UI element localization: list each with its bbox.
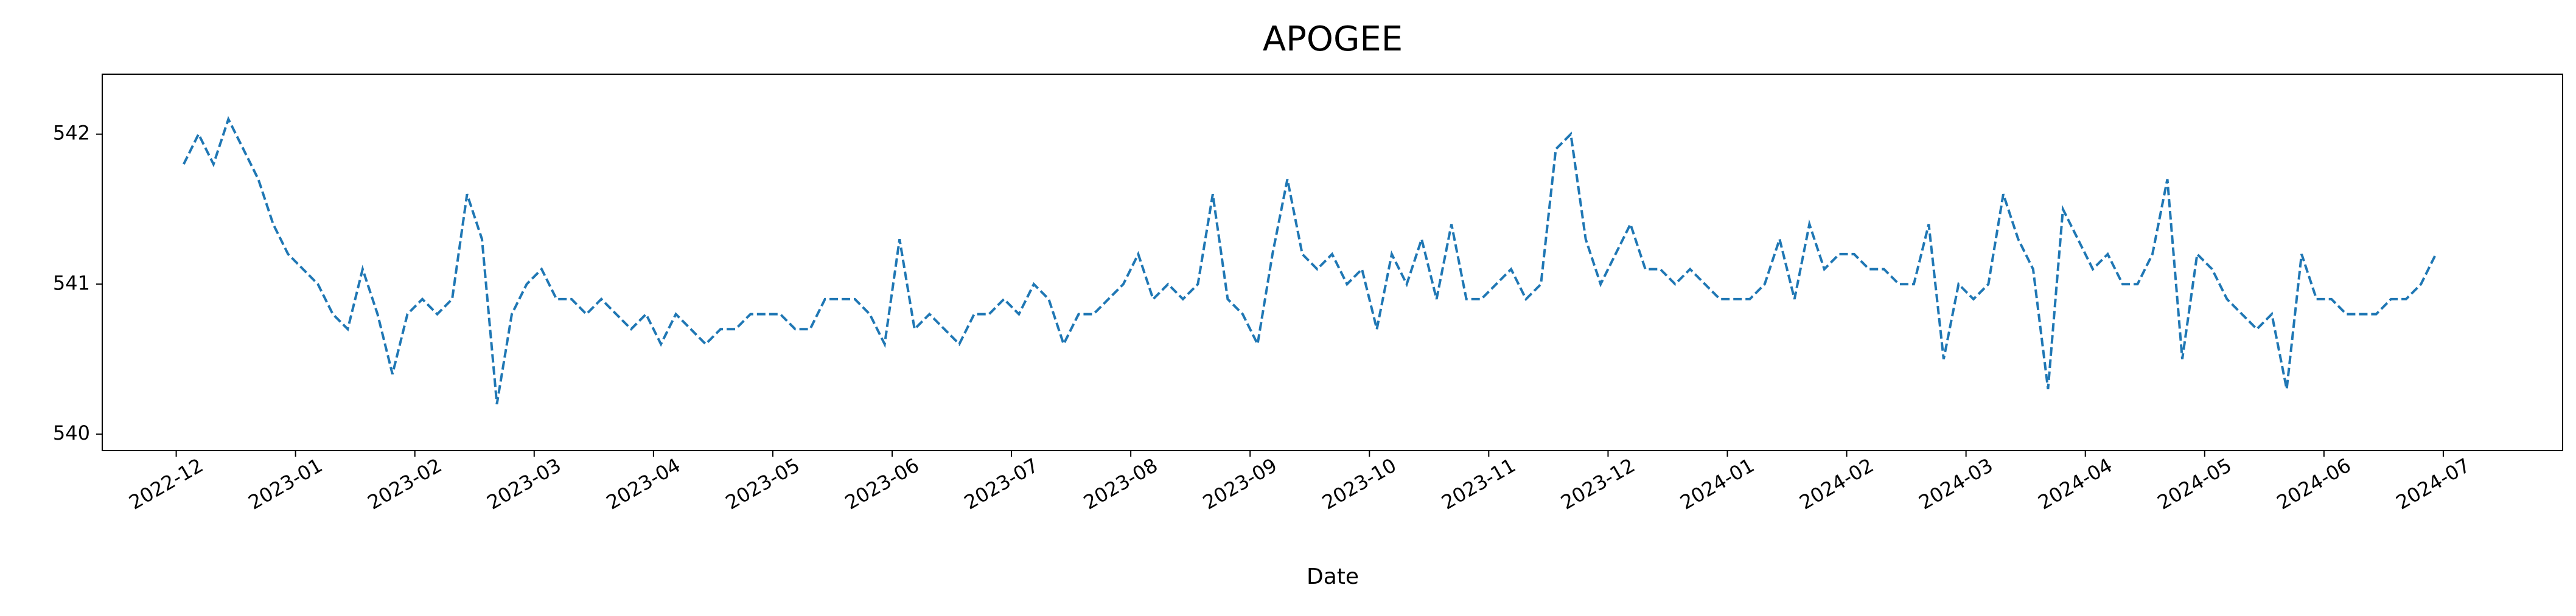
chart-title: APOGEE — [1263, 19, 1403, 59]
y-tick-label: 540 — [53, 421, 90, 445]
y-tick-label: 541 — [53, 271, 90, 294]
plot-frame — [102, 74, 2563, 451]
data-line — [183, 116, 2437, 404]
x-axis-label: Date — [1307, 564, 1359, 589]
y-tick-label: 542 — [53, 122, 90, 145]
